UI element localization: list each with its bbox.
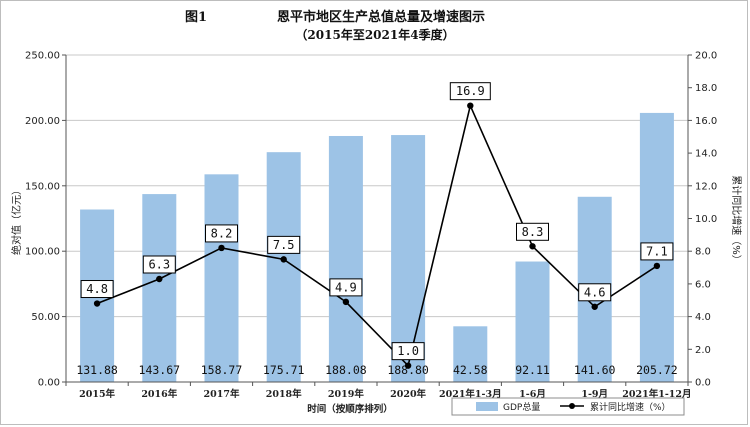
bar — [391, 135, 426, 382]
x-tick-label: 2020年 — [390, 388, 426, 400]
x-tick-label: 1-9月 — [581, 389, 608, 400]
bar-value-label: 205.72 — [636, 363, 678, 377]
growth-label-box — [80, 280, 114, 299]
growth-value-label: 4.8 — [86, 282, 108, 296]
growth-value-label: 7.1 — [646, 244, 668, 258]
growth-value-label: 6.3 — [148, 257, 170, 271]
growth-value-label: 8.2 — [211, 226, 233, 240]
growth-value-label: 16.9 — [456, 84, 485, 98]
bar-value-label: 42.58 — [453, 363, 488, 377]
growth-point — [342, 298, 350, 306]
bar-value-label: 158.77 — [201, 363, 243, 377]
bar — [204, 174, 239, 382]
x-tick-label: 2021年1-3月 — [439, 388, 502, 400]
growth-point — [467, 102, 474, 109]
bar-value-label: 188.80 — [387, 363, 429, 377]
growth-value-label: 4.6 — [584, 285, 606, 299]
bar-value-label: 131.88 — [76, 363, 118, 377]
x-tick-label: 2018年 — [266, 388, 302, 400]
y-left-tick-label: 50.00 — [31, 312, 60, 323]
growth-value-label: 7.5 — [273, 238, 295, 252]
growth-value-label: 1.0 — [397, 344, 419, 358]
growth-point — [280, 256, 287, 263]
x-axis-label: 时间（按顺序排列） — [307, 403, 393, 415]
growth-label-box — [329, 278, 363, 297]
growth-label-box — [516, 222, 549, 241]
growth-label-box — [391, 342, 425, 361]
y-right-tick-label: 0.0 — [695, 378, 711, 389]
growth-label-box — [578, 283, 612, 302]
y-right-tick-label: 16.0 — [695, 116, 717, 127]
y-right-tick-label: 10.0 — [695, 214, 717, 225]
y-left-tick-label: 200.00 — [25, 116, 60, 127]
growth-point — [653, 262, 661, 270]
growth-point — [404, 362, 412, 369]
bar-value-label: 188.08 — [325, 363, 367, 377]
growth-line — [96, 103, 658, 368]
bar — [515, 261, 550, 382]
legend-line-label: 累计同比增速（%） — [590, 401, 671, 413]
chart-title: 恩平市地区生产总值总量及增速图示 — [277, 9, 485, 25]
y-right-tick-label: 12.0 — [695, 181, 717, 192]
x-tick-label: 1-6月 — [519, 389, 546, 400]
bar — [142, 194, 177, 382]
growth-point — [218, 244, 225, 252]
y-right-tick-label: 18.0 — [695, 83, 717, 94]
growth-value-label: 8.3 — [522, 225, 544, 239]
legend-bar-label: GDP总量 — [503, 401, 540, 413]
x-tick-label: 2017年 — [204, 388, 240, 400]
bar-value-label: 175.71 — [263, 363, 305, 377]
y-right-tick-label: 4.0 — [695, 312, 711, 323]
y-left-tick-label: 150.00 — [25, 181, 60, 192]
growth-point — [591, 303, 598, 310]
x-tick-label: 2015年 — [79, 388, 115, 400]
bar-value-label: 141.60 — [574, 363, 616, 377]
y-axis-left-label: 绝对值（亿元） — [10, 185, 23, 255]
x-tick-label: 2019年 — [328, 388, 364, 400]
growth-value-label: 4.9 — [335, 280, 357, 294]
growth-point — [93, 300, 101, 307]
growth-point — [156, 275, 163, 283]
chart-subtitle: （2015年至2021年4季度） — [295, 27, 454, 42]
y-left-tick-label: 0.00 — [38, 378, 60, 389]
y-right-tick-label: 20.0 — [695, 51, 717, 62]
figure-label: 图1 — [185, 10, 207, 25]
growth-label-box — [449, 82, 491, 101]
bar-value-label: 143.67 — [139, 363, 181, 377]
x-tick-label: 2021年1-12月 — [622, 388, 691, 400]
bar — [453, 326, 488, 382]
legend: GDP总量 累计同比增速（%） — [451, 397, 685, 416]
legend-line-marker — [569, 403, 575, 409]
legend-bar-swatch — [476, 402, 498, 411]
y-left-tick-label: 100.00 — [25, 247, 60, 258]
growth-label-box — [267, 235, 301, 254]
growth-label-box — [205, 224, 238, 243]
growth-label-box — [640, 242, 674, 261]
bar — [328, 135, 363, 382]
growth-label-box — [142, 255, 176, 274]
y-right-tick-label: 14.0 — [695, 149, 717, 160]
bar-value-label: 92.11 — [515, 363, 550, 377]
y-right-tick-label: 2.0 — [695, 345, 711, 356]
growth-point — [529, 243, 536, 250]
y-right-tick-label: 6.0 — [695, 279, 711, 290]
y-axis-right-label: 累计同比增速（%） — [730, 175, 743, 265]
y-left-tick-label: 250.00 — [25, 51, 60, 62]
x-tick-label: 2016年 — [141, 388, 177, 400]
y-right-tick-label: 8.0 — [695, 247, 711, 258]
